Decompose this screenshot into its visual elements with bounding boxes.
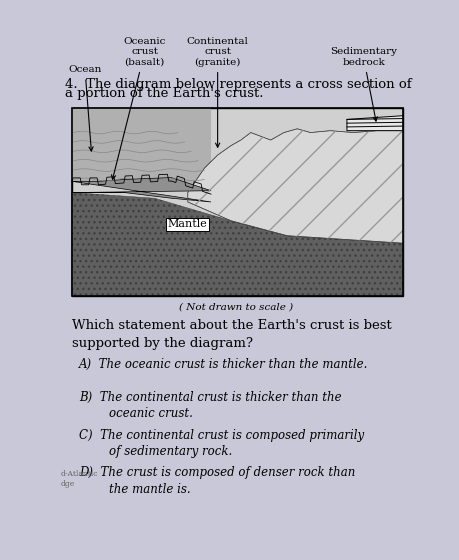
- Text: 4.  The diagram below represents a cross section of: 4. The diagram below represents a cross …: [64, 78, 410, 91]
- Text: D)  The crust is composed of denser rock than
        the mantle is.: D) The crust is composed of denser rock …: [79, 466, 354, 496]
- Polygon shape: [187, 129, 403, 243]
- Polygon shape: [72, 193, 403, 296]
- Text: Which statement about the Earth's crust is best
supported by the diagram?: Which statement about the Earth's crust …: [72, 319, 391, 351]
- Polygon shape: [72, 178, 211, 202]
- Text: Mantle: Mantle: [168, 220, 207, 230]
- Text: Sedimentary
bedrock: Sedimentary bedrock: [329, 48, 396, 121]
- Polygon shape: [72, 108, 211, 191]
- Text: ( Not drawn to scale ): ( Not drawn to scale ): [178, 302, 292, 311]
- Text: d-Atlantic
dge: d-Atlantic dge: [61, 470, 98, 488]
- Polygon shape: [72, 108, 403, 296]
- Polygon shape: [346, 116, 403, 130]
- Text: B)  The continental crust is thicker than the
        oceanic crust.: B) The continental crust is thicker than…: [79, 391, 341, 420]
- Text: Continental
crust
(granite): Continental crust (granite): [186, 37, 248, 147]
- Text: a portion of the Earth's crust.: a portion of the Earth's crust.: [64, 87, 263, 100]
- Text: Oceanic
crust
(basalt): Oceanic crust (basalt): [111, 37, 166, 179]
- Text: A)  The oceanic crust is thicker than the mantle.: A) The oceanic crust is thicker than the…: [79, 358, 368, 371]
- Text: Ocean: Ocean: [68, 66, 101, 151]
- Text: C)  The continental crust is composed primarily
        of sedimentary rock.: C) The continental crust is composed pri…: [79, 428, 363, 458]
